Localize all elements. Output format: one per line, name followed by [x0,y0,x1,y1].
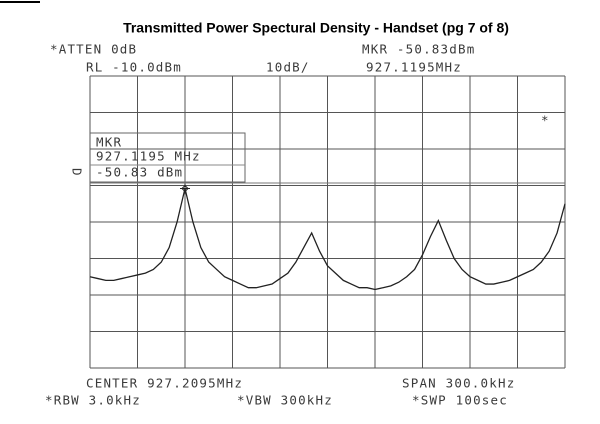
annotation-atten: *ATTEN 0dB [50,42,137,57]
annotation-scale: 10dB/ [266,60,310,75]
annotation-mkr-freq: 927.1195MHz [366,60,462,75]
annotation-vbw: *VBW 300kHz [237,393,333,408]
graticule [89,75,566,369]
annotation-swp: *SWP 100sec [412,393,508,408]
annotation-rbw: *RBW 3.0kHz [45,393,141,408]
annotation-span: SPAN 300.0kHz [402,376,515,391]
annotation-mkr-box-freq: 927.1195 MHz [96,149,201,164]
annotation-star: * [541,113,550,128]
annotation-mkr-label: MKR [96,135,122,150]
annotation-center: CENTER 927.2095MHz [86,376,243,391]
annotation-rl: RL -10.0dBm [86,60,182,75]
marker [180,183,190,194]
title-box [100,14,540,42]
chart-title: Transmitted Power Spectural Density - Ha… [123,20,509,36]
annotation-mkr-top: MKR -50.83dBm [362,42,475,57]
trace [89,188,566,291]
annotation-mkr-box-level: -50.83 dBm [96,165,183,180]
marker-box [90,132,246,183]
annotation-d: D [70,168,85,177]
